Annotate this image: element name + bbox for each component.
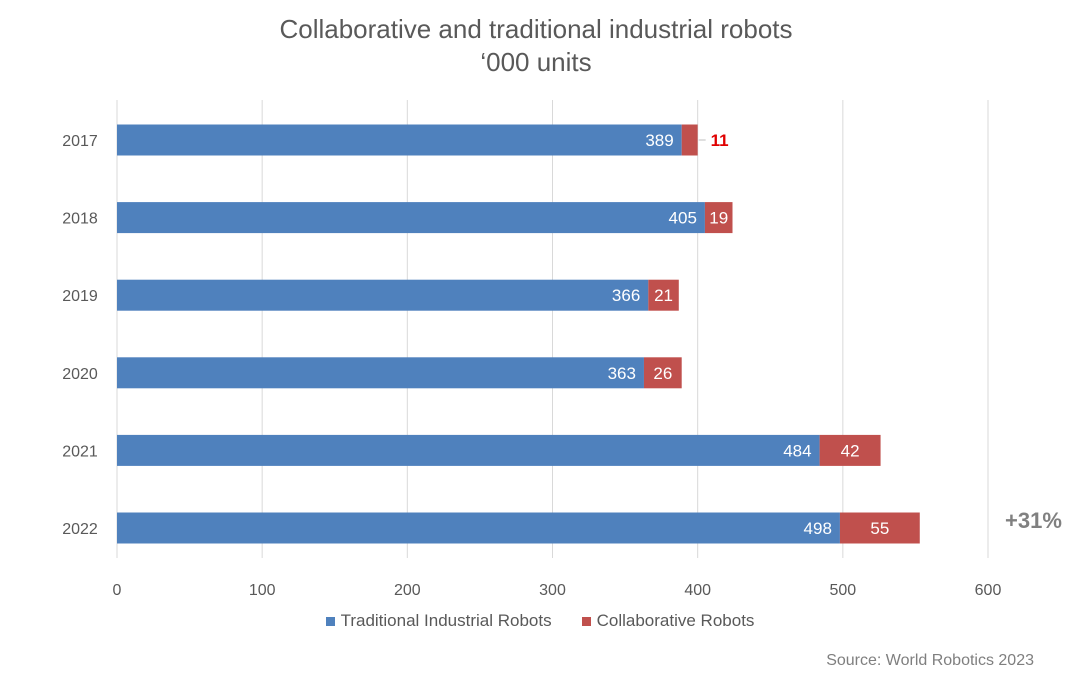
data-label-collaborative: 19 <box>709 209 728 228</box>
bar-collaborative <box>704 202 733 234</box>
growth-annotation: +31% <box>1005 508 1062 533</box>
data-label-traditional: 484 <box>783 441 811 460</box>
legend-label-traditional: Traditional Industrial Robots <box>340 611 552 630</box>
legend-item-collaborative: Collaborative Robots <box>581 611 755 631</box>
legend-item-traditional: Traditional Industrial Robots <box>325 611 552 631</box>
x-tick-label: 400 <box>684 582 711 599</box>
x-tick-label: 100 <box>249 582 276 599</box>
legend: Traditional Industrial Robots Collaborat… <box>0 611 1080 631</box>
bar-collaborative <box>819 434 881 466</box>
bar-collaborative <box>643 357 682 389</box>
bar-collaborative <box>681 124 698 156</box>
data-label-collaborative: 55 <box>870 519 889 538</box>
bar-traditional <box>117 124 682 156</box>
data-label-traditional: 366 <box>612 286 640 305</box>
y-category-label: 2018 <box>62 211 98 228</box>
x-tick-label: 600 <box>975 582 1002 599</box>
bar-traditional <box>117 202 705 234</box>
data-label-collaborative: 11 <box>711 131 729 150</box>
legend-swatch-traditional <box>325 616 335 626</box>
y-category-label: 2022 <box>62 521 98 538</box>
bar-collaborative <box>839 512 920 544</box>
bar-traditional <box>117 279 649 311</box>
bar-collaborative <box>648 279 679 311</box>
y-category-label: 2017 <box>62 133 98 150</box>
data-label-collaborative: 26 <box>653 364 672 383</box>
data-label-collaborative: 42 <box>841 441 860 460</box>
x-tick-label: 200 <box>394 582 421 599</box>
chart-title: Collaborative and traditional industrial… <box>279 14 793 44</box>
data-label-traditional: 389 <box>645 131 673 150</box>
bar-traditional <box>117 434 820 466</box>
y-category-label: 2020 <box>62 366 98 383</box>
bar-traditional <box>117 357 644 389</box>
y-category-label: 2019 <box>62 288 98 305</box>
x-tick-label: 0 <box>113 582 122 599</box>
bar-traditional <box>117 512 840 544</box>
chart-subtitle: ‘000 units <box>480 47 592 77</box>
data-label-traditional: 363 <box>608 364 636 383</box>
legend-label-collaborative: Collaborative Robots <box>596 611 755 630</box>
legend-swatch-collaborative <box>581 616 591 626</box>
source-note: Source: World Robotics 2023 <box>826 652 1034 669</box>
data-label-collaborative: 21 <box>654 286 673 305</box>
x-tick-label: 300 <box>539 582 566 599</box>
y-category-label: 2021 <box>62 443 98 460</box>
x-tick-label: 500 <box>829 582 856 599</box>
data-label-traditional: 498 <box>804 519 832 538</box>
data-label-traditional: 405 <box>669 209 697 228</box>
